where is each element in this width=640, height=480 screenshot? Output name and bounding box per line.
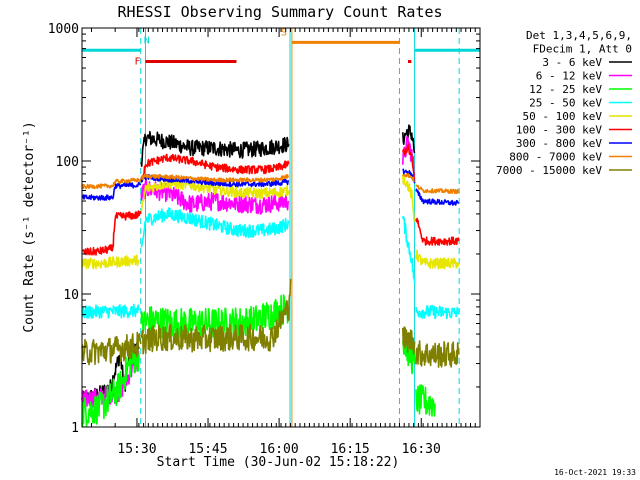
series-50-100keV-line-0 xyxy=(81,254,140,270)
series-800-7000keV-line-0 xyxy=(81,177,142,190)
legend-header-line-1: FDecim 1, Att 0 xyxy=(533,43,632,56)
series-3-6keV-line-2 xyxy=(402,124,416,154)
x-tick-label: 16:00 xyxy=(260,442,299,457)
legend-label-6: 300 - 800 keV xyxy=(516,137,602,150)
series-25-50keV-line-1 xyxy=(140,207,290,248)
flag-label-f: F xyxy=(134,56,140,67)
series-12-25keV-line-1 xyxy=(140,294,290,341)
series-50-100keV-line-3 xyxy=(415,249,460,270)
flag-label-s: S xyxy=(281,27,287,38)
timestamp-footer: 16-Oct-2021 19:33 xyxy=(554,468,636,477)
series-100-300keV-line-3 xyxy=(415,217,460,246)
y-tick-label: 1000 xyxy=(48,22,79,37)
series-3-6keV-line-1 xyxy=(140,130,290,167)
chart-title: RHESSI Observing Summary Count Rates xyxy=(117,3,442,21)
y-tick-label: 1 xyxy=(71,421,79,436)
x-tick-label: 15:45 xyxy=(188,442,227,457)
y-tick-label: 10 xyxy=(63,288,79,303)
legend-header-line-0: Det 1,3,4,5,6,9, xyxy=(526,29,632,42)
series-100-300keV-line-2 xyxy=(402,143,416,182)
series-25-50keV-line-3 xyxy=(415,304,460,320)
series-50-100keV-line-2 xyxy=(402,174,416,223)
series-25-50keV-line-0 xyxy=(81,303,140,319)
series-100-300keV-line-0 xyxy=(81,210,142,256)
legend: Det 1,3,4,5,6,9,FDecim 1, Att 03 - 6 keV… xyxy=(496,29,632,177)
series-25-50keV-line-2 xyxy=(402,216,416,284)
series-7000-15000keV-line-0 xyxy=(81,331,142,366)
legend-label-1: 6 - 12 keV xyxy=(536,70,603,83)
legend-label-7: 800 - 7000 keV xyxy=(509,151,602,164)
y-tick-label: 100 xyxy=(56,155,79,170)
series-800-7000keV-line-2 xyxy=(402,173,416,183)
series-50-100keV-line-1 xyxy=(140,177,290,212)
series-300-800keV-line-0 xyxy=(81,182,142,201)
legend-label-2: 12 - 25 keV xyxy=(529,83,602,96)
legend-label-0: 3 - 6 keV xyxy=(542,56,602,69)
tick-layer: 15:30 15:45 16:00 16:15 16:30 1 10 100 1000 xyxy=(48,22,480,457)
series-7000-15000keV-line-3 xyxy=(415,340,460,368)
legend-label-5: 100 - 300 keV xyxy=(516,124,602,137)
series-7000-15000keV-line-2 xyxy=(402,326,416,355)
series-800-7000keV-line-3 xyxy=(415,184,460,195)
series-800-7000keV-line-1 xyxy=(140,173,290,183)
x-tick-label: 16:30 xyxy=(402,442,441,457)
x-tick-label: 15:30 xyxy=(117,442,156,457)
x-axis-label: Start Time (30-Jun-02 15:18:22) xyxy=(157,455,400,470)
x-tick-label: 16:15 xyxy=(331,442,370,457)
series-7000-15000keV-line-1 xyxy=(140,278,292,355)
legend-label-4: 50 - 100 keV xyxy=(523,110,603,123)
series-100-300keV-line-1 xyxy=(140,153,290,182)
series-12-25keV-line-3 xyxy=(415,384,436,417)
legend-label-3: 25 - 50 keV xyxy=(529,97,602,110)
y-axis-label: Count Rate (s⁻¹ detector⁻¹) xyxy=(22,121,37,332)
flag-label-n: N xyxy=(144,35,150,46)
legend-label-8: 7000 - 15000 keV xyxy=(496,164,602,177)
series-300-800keV-line-3 xyxy=(415,188,460,206)
data-layer: NF S xyxy=(81,27,480,428)
